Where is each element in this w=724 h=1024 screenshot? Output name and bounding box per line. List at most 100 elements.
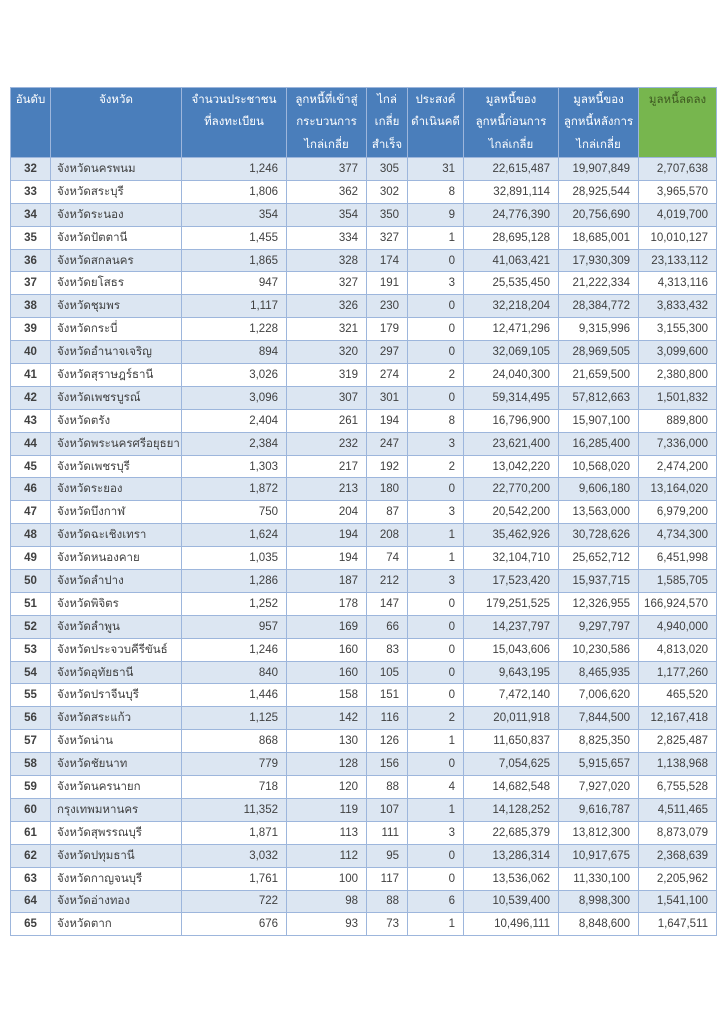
prosecute-cell: 0 — [407, 637, 464, 662]
province-cell: จังหวัดระยอง — [50, 477, 182, 502]
registered-cell: 840 — [181, 660, 287, 685]
success-cell: 117 — [366, 866, 408, 891]
debt-before-cell: 59,314,495 — [463, 385, 559, 410]
debt-reduced-cell: 7,336,000 — [638, 431, 717, 456]
province-cell: จังหวัดพระนครศรีอยุธยา — [50, 431, 182, 456]
registered-cell: 718 — [181, 775, 287, 799]
entered-cell: 362 — [286, 179, 367, 204]
table-row: 42 จังหวัดเพชรบูรณ์ 3,096 307 301 0 59,314,495… — [10, 385, 717, 410]
registered-cell: 11,352 — [181, 797, 287, 822]
rank-cell: 33 — [10, 179, 51, 204]
debt-after-cell: 10,568,020 — [558, 454, 639, 479]
entered-cell: 119 — [286, 797, 367, 822]
table-row: 56 จังหวัดสระแก้ว 1,125 142 116 2 20,011,918 7,… — [10, 706, 717, 731]
registered-cell: 957 — [181, 614, 287, 639]
debt-after-cell: 8,998,300 — [558, 889, 639, 914]
registered-cell: 1,252 — [181, 591, 287, 616]
column-header-entered: ลูกหนี้ที่เข้าสู่ กระบวนการ ไกล่เกลี่ย — [286, 87, 367, 158]
debt-after-cell: 30,728,626 — [558, 523, 639, 548]
rank-cell: 36 — [10, 248, 51, 273]
table-row: 59 จังหวัดนครนายก 718 120 88 4 14,682,548 7,927… — [10, 775, 717, 799]
success-cell: 305 — [366, 157, 408, 181]
success-cell: 194 — [366, 408, 408, 433]
rank-cell: 57 — [10, 729, 51, 754]
province-cell: จังหวัดสุพรรณบุรี — [50, 820, 182, 845]
debt-before-cell: 25,535,450 — [463, 271, 559, 296]
prosecute-cell: 0 — [407, 683, 464, 708]
column-header-debt-after: มูลหนี้ของ ลูกหนี้หลังการ ไกล่เกลี่ย — [558, 87, 639, 158]
table-row: 62 จังหวัดปทุมธานี 3,032 112 95 0 13,286,314 10… — [10, 843, 717, 868]
table-row: 36 จังหวัดสกลนคร 1,865 328 174 0 41,063,421 17,… — [10, 248, 717, 273]
success-cell: 95 — [366, 843, 408, 868]
debt-after-cell: 9,606,180 — [558, 477, 639, 502]
column-header-debt-before: มูลหนี้ของ ลูกหนี้ก่อนการ ไกล่เกลี่ย — [463, 87, 559, 158]
prosecute-cell: 31 — [407, 157, 464, 181]
rank-cell: 43 — [10, 408, 51, 433]
prosecute-cell: 1 — [407, 225, 464, 250]
rank-cell: 35 — [10, 225, 51, 250]
debt-reduced-cell: 6,979,200 — [638, 500, 717, 525]
prosecute-cell: 0 — [407, 843, 464, 868]
debt-after-cell: 8,848,600 — [558, 912, 639, 937]
rank-cell: 55 — [10, 683, 51, 708]
entered-cell: 327 — [286, 271, 367, 296]
table-row: 43 จังหวัดตรัง 2,404 261 194 8 16,796,900 15,90… — [10, 408, 717, 433]
debt-after-cell: 10,230,586 — [558, 637, 639, 662]
debt-after-cell: 57,812,663 — [558, 385, 639, 410]
province-cell: จังหวัดพิจิตร — [50, 591, 182, 616]
debt-after-cell: 16,285,400 — [558, 431, 639, 456]
table-row: 39 จังหวัดกระบี่ 1,228 321 179 0 12,471,296 9,3… — [10, 317, 717, 342]
table-row: 55 จังหวัดปราจีนบุรี 1,446 158 151 0 7,472,140… — [10, 683, 717, 708]
entered-cell: 187 — [286, 569, 367, 593]
debt-reduced-cell: 4,940,000 — [638, 614, 717, 639]
rank-cell: 38 — [10, 294, 51, 319]
entered-cell: 328 — [286, 248, 367, 273]
debt-reduced-cell: 1,501,832 — [638, 385, 717, 410]
entered-cell: 319 — [286, 363, 367, 387]
debt-after-cell: 17,930,309 — [558, 248, 639, 273]
debt-reduced-cell: 4,813,020 — [638, 637, 717, 662]
debt-after-cell: 21,222,334 — [558, 271, 639, 296]
rank-cell: 63 — [10, 866, 51, 891]
debt-after-cell: 15,937,715 — [558, 569, 639, 593]
entered-cell: 326 — [286, 294, 367, 319]
registered-cell: 1,446 — [181, 683, 287, 708]
debt-reduced-cell: 166,924,570 — [638, 591, 717, 616]
header-row: อันดับ จังหวัด จำนวนประชาชน ที่ลงทะเบียน ลู… — [10, 87, 717, 158]
debt-after-cell: 7,927,020 — [558, 775, 639, 799]
registered-cell: 779 — [181, 752, 287, 777]
registered-cell: 2,384 — [181, 431, 287, 456]
table-row: 34 จังหวัดระนอง 354 354 350 9 24,776,390 20,756… — [10, 202, 717, 227]
success-cell: 88 — [366, 775, 408, 799]
table-row: 50 จังหวัดลำปาง 1,286 187 212 3 17,523,420 15,9… — [10, 569, 717, 593]
entered-cell: 128 — [286, 752, 367, 777]
entered-cell: 178 — [286, 591, 367, 616]
debt-before-cell: 23,621,400 — [463, 431, 559, 456]
province-cell: จังหวัดชัยนาท — [50, 752, 182, 777]
table-row: 61 จังหวัดสุพรรณบุรี 1,871 113 111 3 22,685,37… — [10, 820, 717, 845]
prosecute-cell: 0 — [407, 591, 464, 616]
prosecute-cell: 0 — [407, 477, 464, 502]
debt-reduced-cell: 465,520 — [638, 683, 717, 708]
registered-cell: 1,286 — [181, 569, 287, 593]
column-header-prosecute: ประสงค์ ดำเนินคดี — [407, 87, 464, 158]
province-debt-mediation-table: อันดับ จังหวัด จำนวนประชาชน ที่ลงทะเบียน ลู… — [10, 87, 717, 937]
debt-before-cell: 28,695,128 — [463, 225, 559, 250]
debt-after-cell: 13,812,300 — [558, 820, 639, 845]
registered-cell: 1,624 — [181, 523, 287, 548]
prosecute-cell: 1 — [407, 797, 464, 822]
entered-cell: 377 — [286, 157, 367, 181]
debt-before-cell: 15,043,606 — [463, 637, 559, 662]
rank-cell: 49 — [10, 546, 51, 571]
prosecute-cell: 0 — [407, 614, 464, 639]
table-row: 54 จังหวัดอุทัยธานี 840 160 105 0 9,643,195 8,4… — [10, 660, 717, 685]
province-cell: จังหวัดเพชรบูรณ์ — [50, 385, 182, 410]
registered-cell: 1,246 — [181, 157, 287, 181]
table-row: 63 จังหวัดกาญจนบุรี 1,761 100 117 0 13,536,062… — [10, 866, 717, 891]
rank-cell: 39 — [10, 317, 51, 342]
province-cell: จังหวัดสุราษฎร์ธานี — [50, 363, 182, 387]
entered-cell: 158 — [286, 683, 367, 708]
debt-before-cell: 24,776,390 — [463, 202, 559, 227]
rank-cell: 47 — [10, 500, 51, 525]
rank-cell: 34 — [10, 202, 51, 227]
